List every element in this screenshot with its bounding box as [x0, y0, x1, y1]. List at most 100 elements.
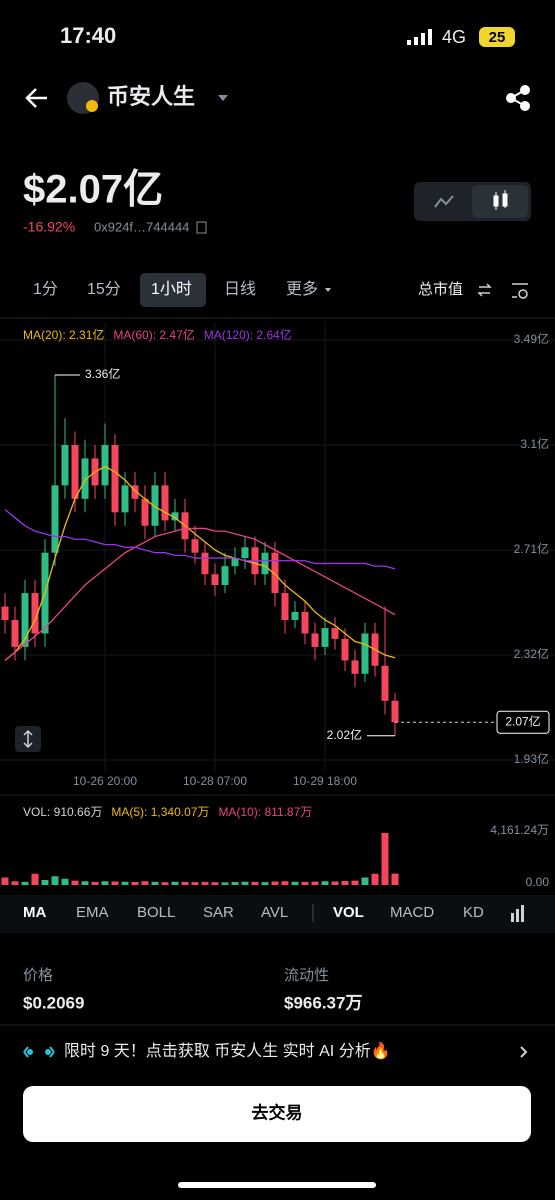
last-price-label: 2.07亿 [505, 713, 540, 728]
volume-bar [201, 881, 209, 885]
last-price-box [496, 710, 550, 734]
volume-bar [241, 881, 249, 885]
status-battery: 25 [489, 29, 506, 46]
y-tick-label: 3.1亿 [520, 436, 549, 451]
indicator-tab[interactable]: MACD [390, 904, 434, 921]
candle-body [171, 512, 179, 521]
candle-body [101, 445, 109, 486]
volume-legend: MA(10): 811.87万 [218, 805, 312, 819]
candle-body [201, 552, 209, 575]
indicator-tab[interactable]: BOLL [137, 904, 175, 921]
metric-switch[interactable] [477, 283, 492, 297]
market-cap: $2.07亿 [23, 168, 163, 212]
volume-bar [181, 882, 189, 885]
volume-bar [341, 881, 349, 885]
candle-body [261, 552, 269, 575]
chart-settings[interactable] [512, 283, 528, 299]
volume-bar [111, 881, 119, 885]
candle-body [321, 628, 329, 647]
x-tick-label: 10-29 18:00 [293, 774, 357, 788]
stat-value: $0.2069 [23, 993, 84, 1012]
ma-line [4, 527, 396, 661]
volume-bar [261, 882, 269, 885]
timeframe-tab[interactable]: 更多 [286, 280, 318, 298]
indicator-tabs: MA EMA BOLL SAR AVL VOL MACD KD [23, 904, 484, 921]
contract-address: 0x924f…744444 [94, 219, 189, 234]
y-tick-label: 4,161.24万 [490, 823, 549, 837]
ma-legend: MA(120): 2.64亿 [204, 327, 292, 342]
indicator-tab[interactable]: KD [463, 904, 484, 921]
candle-toggle-active[interactable] [472, 185, 528, 218]
candle-body [391, 700, 399, 723]
indicator-tab[interactable]: AVL [261, 904, 288, 921]
volume-bar [61, 878, 69, 885]
volume-bar [231, 882, 239, 885]
price-change: -16.92% [23, 219, 75, 235]
volume-bar [131, 882, 139, 885]
candle-body [81, 458, 89, 499]
volume-bar [371, 873, 379, 885]
low-label: 2.02亿 [327, 727, 362, 742]
trade-button[interactable] [23, 1086, 531, 1142]
candle-body [361, 633, 369, 674]
indicator-tab[interactable]: VOL [333, 904, 364, 921]
volume-bar [351, 880, 359, 885]
back-button[interactable] [25, 88, 47, 108]
volume-bar [91, 881, 99, 885]
timeframe-tab[interactable]: 1小时 [151, 280, 192, 298]
volume-bar [321, 881, 329, 885]
token-title[interactable]: 币安人生 [107, 84, 195, 109]
candle-body [211, 574, 219, 585]
scale-icon [23, 729, 33, 749]
candle-body [271, 552, 279, 594]
volume-bar [281, 881, 289, 885]
volume-bar [251, 881, 259, 885]
volume-legend: VOL: 910.66万 [23, 805, 102, 819]
indicator-tab[interactable]: MA [23, 904, 46, 921]
ma-line [4, 465, 396, 661]
timeframe-tab[interactable]: 15分 [87, 280, 121, 298]
ma-legend: MA(20): 2.31亿 [23, 327, 104, 342]
candle-body [111, 445, 119, 513]
volume-bar [381, 833, 389, 885]
line-toggle[interactable] [434, 195, 454, 208]
volume-bar [211, 882, 219, 885]
copy-icon[interactable] [196, 221, 207, 234]
indicator-tab[interactable]: SAR [203, 904, 234, 921]
volume-bar [161, 882, 169, 885]
candle-body [341, 638, 349, 661]
volume-bar [41, 880, 49, 885]
candle-body [51, 485, 59, 553]
volume-bar [81, 881, 89, 885]
indicator-settings[interactable] [511, 905, 524, 922]
metric-label[interactable]: 总市值 [418, 281, 463, 298]
indicator-bar [0, 895, 555, 933]
indicator-tab[interactable]: EMA [76, 904, 109, 921]
ma-legend: MA(60): 2.47亿 [113, 327, 194, 342]
signal-icon [407, 29, 432, 45]
y-tick-label: 2.32亿 [514, 646, 549, 661]
promo-banner[interactable]: 限时 9 天！点击获取 币安人生 实时 AI 分析🔥 [64, 1041, 391, 1060]
candle-chart: 3.49亿 3.1亿 2.71亿 2.32亿 1.93亿 10-26 20:00 10-28… [0, 322, 555, 788]
title-dropdown[interactable] [218, 95, 228, 101]
volume-bar [331, 881, 339, 885]
y-tick-label: 2.71亿 [514, 541, 549, 556]
candle-body [71, 445, 79, 499]
share-button[interactable] [506, 85, 530, 111]
timeframe-tab[interactable]: 日线 [224, 280, 256, 298]
volume-bar [141, 881, 149, 885]
more-dropdown [325, 288, 331, 292]
candle-body [1, 606, 9, 620]
candle-body [141, 498, 149, 526]
banner-arrow[interactable] [520, 1046, 528, 1058]
candle-icon [493, 190, 508, 210]
y-tick-label: 3.49亿 [514, 331, 549, 346]
ma-line [4, 509, 396, 570]
candle-body [351, 660, 359, 674]
volume-bar [271, 881, 279, 885]
volume-bar [301, 881, 309, 885]
timeframe-tab[interactable]: 1分 [33, 280, 58, 298]
volume-bar [151, 881, 159, 885]
volume-bar [361, 877, 369, 885]
